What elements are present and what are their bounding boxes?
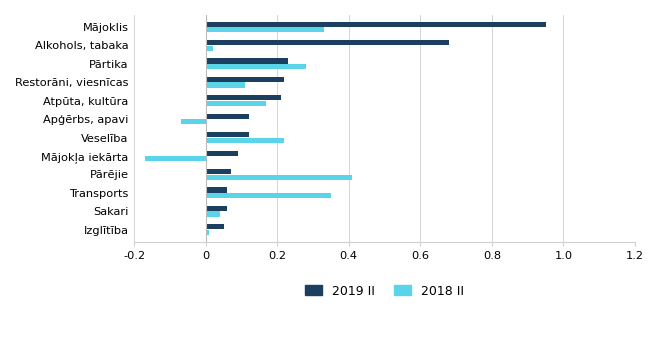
Bar bbox=[206, 230, 209, 235]
Bar bbox=[181, 119, 206, 125]
Bar bbox=[206, 114, 248, 119]
Bar bbox=[206, 212, 220, 216]
Bar bbox=[206, 64, 306, 69]
Bar bbox=[206, 27, 324, 32]
Bar bbox=[206, 151, 238, 156]
Bar bbox=[206, 101, 266, 106]
Bar bbox=[206, 82, 245, 88]
Bar bbox=[206, 46, 213, 51]
Bar bbox=[206, 132, 248, 137]
Bar bbox=[206, 138, 284, 143]
Bar bbox=[206, 77, 284, 82]
Bar bbox=[206, 40, 449, 45]
Bar bbox=[206, 206, 227, 211]
Legend: 2019 II, 2018 II: 2019 II, 2018 II bbox=[300, 279, 469, 303]
Bar bbox=[145, 156, 206, 161]
Bar bbox=[206, 21, 546, 27]
Bar bbox=[206, 193, 331, 198]
Bar bbox=[206, 175, 353, 180]
Bar bbox=[206, 169, 231, 174]
Bar bbox=[206, 95, 281, 101]
Bar bbox=[206, 224, 223, 230]
Bar bbox=[206, 58, 288, 64]
Bar bbox=[206, 188, 227, 193]
